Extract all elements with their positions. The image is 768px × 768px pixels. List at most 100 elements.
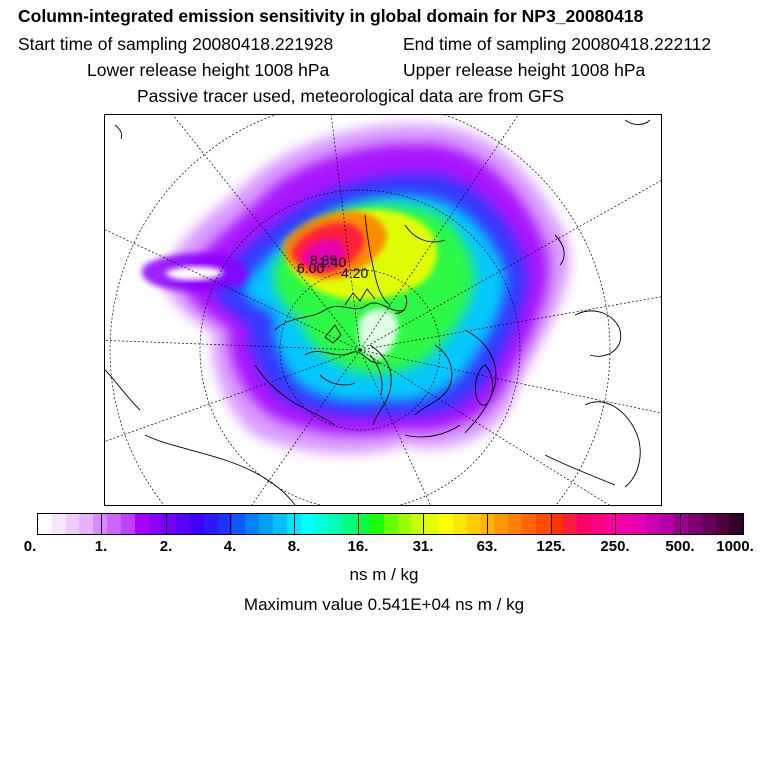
coastline [404,224,446,243]
colorbar-tick-label: 2. [159,538,173,555]
colorbar-segment [217,514,232,534]
colorbar-tick-label: 63. [476,538,498,555]
colorbar-tick-line [101,513,102,535]
coastline [584,401,641,488]
colorbar-tick-line [294,513,295,535]
coastline [464,329,497,434]
upper-release-height-text: Upper release height 1008 hPa [403,60,646,80]
colorbar-segment [93,514,108,534]
colorbar-segment [273,514,287,534]
colorbar-segment [38,514,52,534]
station-label: 6.00 [297,260,324,276]
colorbar-segment [314,514,329,534]
colorbar-tick-line [423,513,424,535]
coastline [574,310,622,357]
meridian-line [359,349,610,505]
colorbar-segment [259,514,274,534]
meridian-line [105,340,361,351]
coastline [114,124,123,140]
coastline [105,369,141,411]
coastline [554,234,565,266]
colorbar-segment [176,514,191,534]
colorbar-segment [674,514,688,534]
colorbar-segment [729,514,744,534]
colorbar-tick-line [230,513,231,535]
colorbar-segment [342,514,357,534]
colorbar-tick-label: 250. [600,538,630,555]
colorbar-segment [701,514,716,534]
colorbar-tick-line [487,513,488,535]
colorbar-segment [190,514,204,534]
plot-title: Column-integrated emission sensitivity i… [18,6,644,26]
lower-release-height-text: Lower release height 1008 hPa [87,60,330,80]
colorbar-segment [715,514,730,534]
colorbar-segment [79,514,94,534]
sensitivity-map: 8.85 6.00 4.20 1.40 [104,114,662,506]
station-label: 8.85 [310,252,337,268]
start-time-text: Start time of sampling 20080418.221928 [18,34,334,54]
meridian-line [105,229,361,351]
colorbar-segment [148,514,163,534]
colorbar-segment [328,514,343,534]
colorbar-segment [356,514,370,534]
coastline [369,344,392,426]
tracer-note-text: Passive tracer used, meteorological data… [137,86,564,106]
colorbar-segment [134,514,149,534]
plume-magenta-core [302,238,346,270]
coastline [394,294,408,314]
latitude-circle-middle [199,189,521,505]
coastline [344,288,376,306]
coastline [624,119,651,125]
colorbar-segment [535,514,550,534]
colorbar-segment [51,514,66,534]
plume-clear-patch [358,308,398,360]
graticule [105,115,661,505]
colorbar-tick-line [166,513,167,535]
coastline [364,214,391,306]
colorbar-tick-line [680,513,681,535]
colorbar-tick-label: 31. [412,538,434,555]
colorbar-tick-label: 1000. [716,538,754,555]
coastline [304,351,381,364]
coastline [369,354,383,396]
colorbar-segment [286,514,301,534]
meridian-line [359,180,661,351]
plume-west-tongue-inner [166,266,224,281]
colorbar-segment [203,514,218,534]
maximum-value-text: Maximum value 0.541E+04 ns m / kg [243,595,525,614]
latitude-circle-outer [109,115,611,505]
colorbar-segment [439,514,453,534]
colorbar-segment [231,514,246,534]
colorbar-segment [618,514,633,534]
coastlines [105,119,651,505]
coastline [324,324,342,344]
colorbar-segment [162,514,177,534]
colorbar-tick-label: 500. [665,538,695,555]
meridian-line [359,296,661,351]
meridian-line [359,115,519,351]
colorbar-segment [369,514,384,534]
colorbar-tick-label: 16. [347,538,369,555]
coastline [544,454,616,486]
station-label: 1.40 [319,254,346,270]
colorbar-segment [383,514,398,534]
colorbar-segment [660,514,675,534]
colorbar-tick-label: 1. [94,538,108,555]
colorbar-segment [508,514,522,534]
colorbar-tick-label: 4. [223,538,237,555]
station-labels: 8.85 6.00 4.20 1.40 [297,252,368,281]
coastline [254,364,336,426]
coastline [274,302,406,331]
coastline [414,344,453,416]
colorbar-segment [65,514,80,534]
colorbar-segment [397,514,412,534]
meridian-line [172,115,361,351]
colorbar-units: ns m / kg [349,565,419,584]
colorbar-segment [245,514,260,534]
colorbar-segment [466,514,481,534]
colorbar [37,513,744,535]
coastline [404,424,461,438]
colorbar-segment [604,514,619,534]
coastline [474,364,493,406]
colorbar-segment [300,514,315,534]
